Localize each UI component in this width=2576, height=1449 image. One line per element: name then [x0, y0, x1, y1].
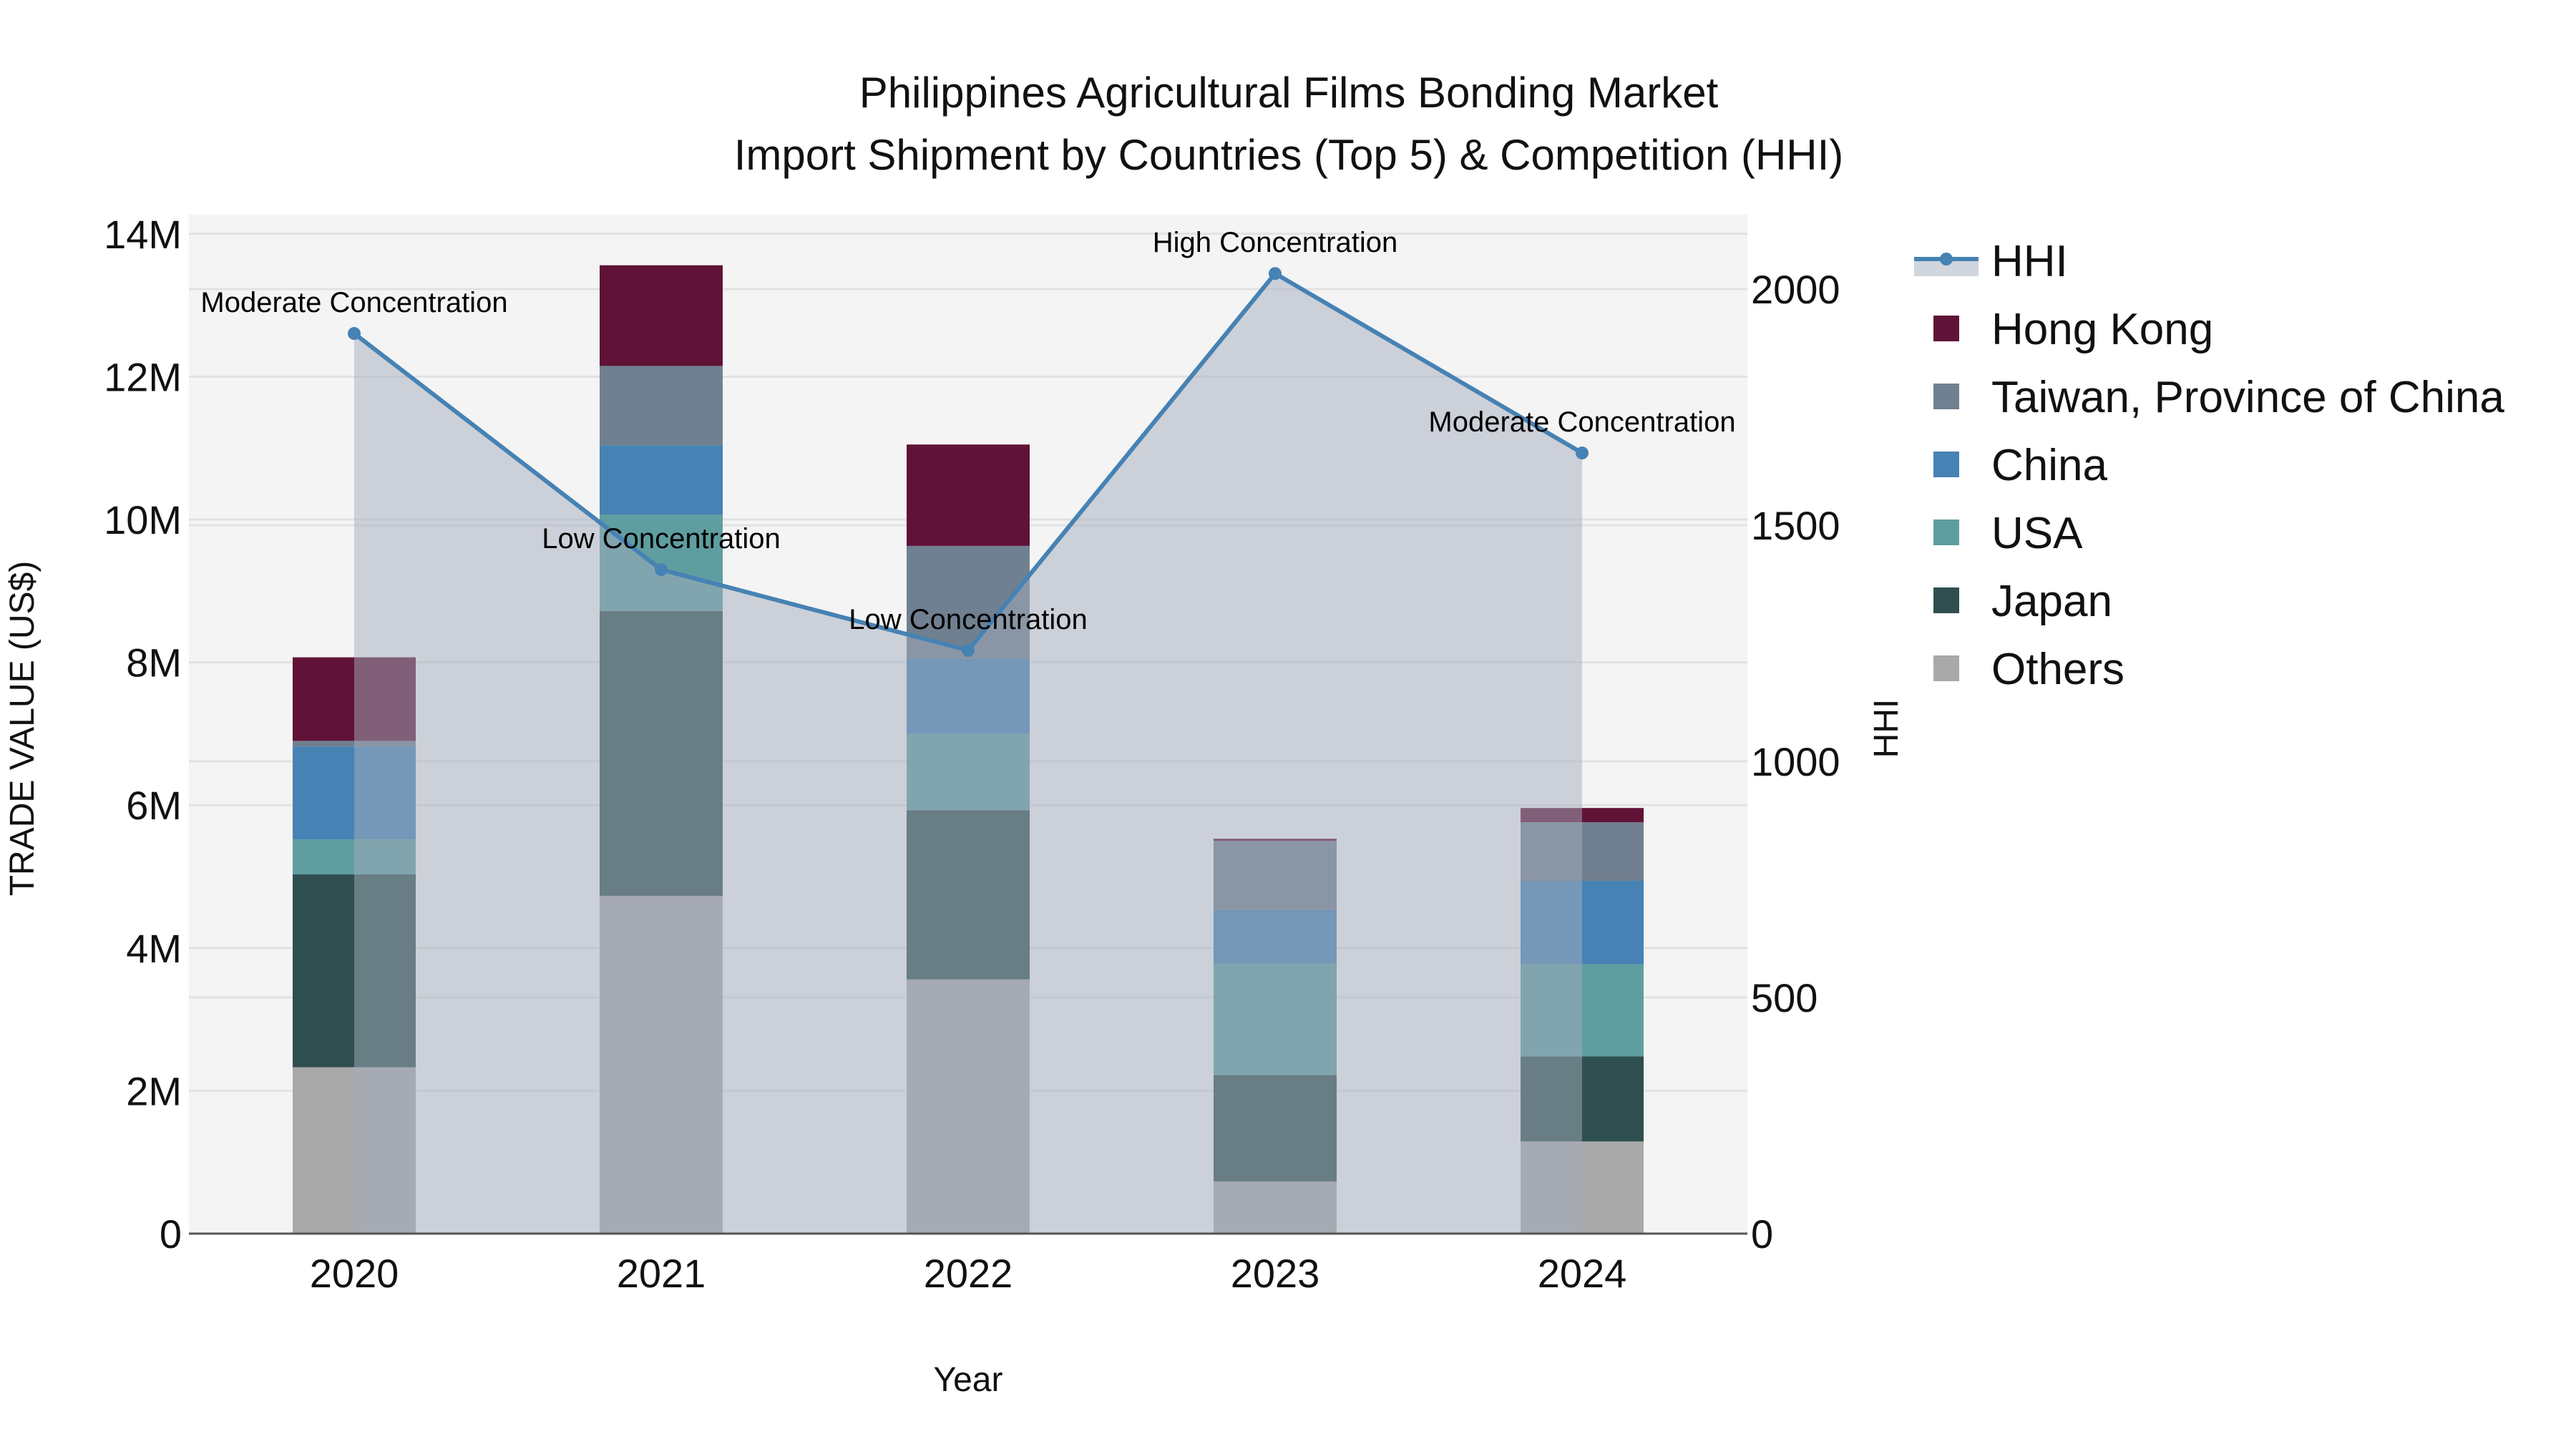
legend-swatch-icon: [1933, 384, 1959, 409]
y2-tick-label: 1000: [1751, 739, 1840, 784]
y-tick-label: 6M: [126, 783, 182, 828]
legend-item-japan: Japan: [1933, 577, 2112, 626]
bar-segment-taiwan-province-of-china: [600, 366, 723, 446]
hhi-area: [354, 273, 1582, 1234]
x-axis-title: Year: [934, 1361, 1003, 1399]
hhi-annotation: Low Concentration: [849, 604, 1088, 635]
y2-tick-label: 500: [1751, 975, 1818, 1020]
legend-label: HHI: [1991, 237, 2068, 286]
hhi-annotations: Moderate Concentration Low Concentration L…: [200, 227, 1735, 635]
hhi-line: [348, 267, 1589, 657]
x-tick-label: 2020: [310, 1251, 399, 1296]
legend-label: Others: [1991, 645, 2124, 694]
legend-label: Hong Kong: [1991, 305, 2213, 354]
hhi-annotation: Moderate Concentration: [200, 287, 507, 318]
hhi-marker: [655, 563, 668, 577]
bar-segment-hong-kong: [600, 265, 723, 366]
y-axis-title: TRADE VALUE (US$): [4, 561, 42, 897]
hhi-annotation: Moderate Concentration: [1428, 406, 1735, 438]
legend-item-china: China: [1933, 441, 2108, 490]
legend-item-hhi: HHI: [1914, 237, 2068, 286]
chart-title: Philippines Agricultural Films Bonding M…: [734, 69, 1844, 179]
legend-area-swatch: [1914, 260, 1979, 276]
title-line-1: Philippines Agricultural Films Bonding M…: [859, 69, 1719, 117]
legend-label: USA: [1991, 509, 2083, 558]
hhi-annotation: High Concentration: [1153, 227, 1397, 258]
title-line-2: Import Shipment by Countries (Top 5) & C…: [734, 131, 1844, 179]
bar-segment-hong-kong: [907, 444, 1030, 546]
legend: HHI Hong Kong Taiwan, Province of China Chi…: [1914, 237, 2504, 694]
x-tick-label: 2024: [1538, 1251, 1627, 1296]
y-tick-label: 10M: [104, 497, 182, 542]
hhi-marker: [1269, 267, 1282, 280]
legend-label: China: [1991, 441, 2108, 490]
y2-axis-ticks: 0 500 1000 1500 2000: [1751, 267, 1840, 1257]
x-tick-label: 2023: [1231, 1251, 1320, 1296]
hhi-fill-area: [354, 273, 1582, 1234]
y-tick-label: 2M: [126, 1068, 182, 1113]
hhi-marker: [348, 327, 361, 341]
hhi-annotation: Low Concentration: [542, 523, 781, 555]
legend-item-hong-kong: Hong Kong: [1933, 305, 2213, 354]
legend-marker-icon: [1940, 253, 1953, 265]
y-tick-label: 12M: [104, 354, 182, 399]
legend-item-others: Others: [1933, 645, 2124, 694]
x-axis-ticks: 2020 2021 2022 2023 2024: [310, 1251, 1627, 1296]
x-tick-label: 2021: [617, 1251, 706, 1296]
hhi-marker: [962, 643, 975, 657]
y-tick-label: 14M: [104, 212, 182, 257]
y-tick-label: 8M: [126, 640, 182, 686]
y-tick-label: 4M: [126, 926, 182, 971]
y-axis-ticks: 0 2M 4M 6M 8M 10M 12M 14M: [104, 212, 182, 1257]
legend-item-usa: USA: [1933, 509, 2083, 558]
y2-tick-label: 0: [1751, 1211, 1773, 1257]
legend-label: Taiwan, Province of China: [1991, 373, 2504, 422]
y2-axis-title: HHI: [1868, 699, 1906, 758]
legend-swatch-icon: [1933, 519, 1959, 545]
y2-tick-label: 1500: [1751, 503, 1840, 548]
bar-segment-china: [600, 445, 723, 515]
hhi-marker: [1576, 447, 1589, 460]
y-tick-label: 0: [160, 1211, 182, 1257]
legend-swatch-icon: [1933, 316, 1959, 341]
legend-swatch-icon: [1933, 655, 1959, 681]
legend-item-taiwan-province-of-china: Taiwan, Province of China: [1933, 373, 2504, 422]
legend-swatch-icon: [1933, 587, 1959, 613]
x-tick-label: 2022: [924, 1251, 1013, 1296]
y2-tick-label: 2000: [1751, 267, 1840, 312]
legend-label: Japan: [1991, 577, 2112, 626]
legend-swatch-icon: [1933, 452, 1959, 477]
